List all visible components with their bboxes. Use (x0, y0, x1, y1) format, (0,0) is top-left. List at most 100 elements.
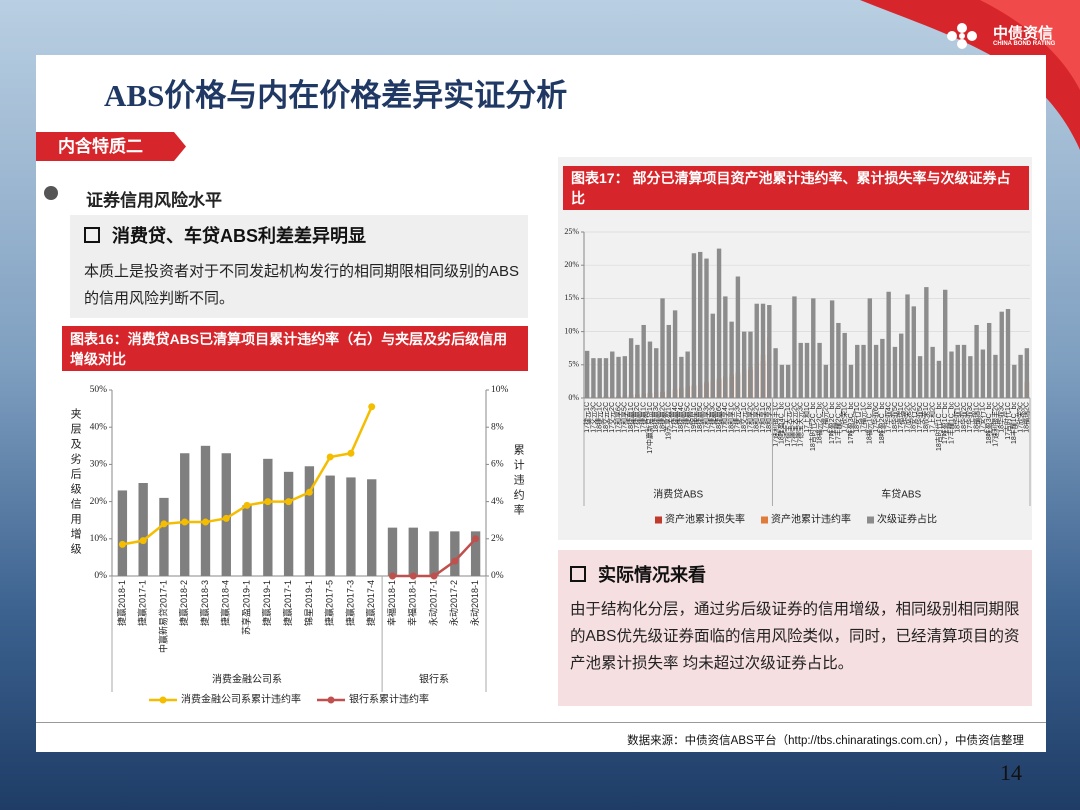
bar (159, 497, 169, 576)
x-tick-label: 19锦星1C (689, 402, 698, 433)
x-tick-label: 捷赢2018-1 (116, 580, 127, 626)
y-tick-label: 15% (564, 293, 579, 302)
x-tick-label: 18唯盈4C_bc (777, 402, 786, 445)
x-tick-label: 17和享1C (758, 402, 767, 433)
y2-tick-label: 0% (491, 571, 504, 581)
point (430, 572, 438, 580)
point (160, 520, 168, 528)
x-tick-label: 17欣荣3C (1015, 402, 1024, 433)
bar (974, 324, 979, 398)
point (264, 498, 272, 506)
paragraph: 由于结构化分层，通过劣后级证券的信用增级，相同级别相同期限的ABS优先级证券面临… (570, 601, 1020, 672)
y2-axis-title: 累计违约率 (512, 444, 525, 519)
x-tick-label: 19苏享盈1C (664, 402, 673, 440)
y-axis-title: 夹层及劣后级信用增级 (69, 408, 82, 558)
bar (735, 276, 741, 398)
x-tick-label: 幸福2018-1 (386, 580, 397, 626)
x-tick-label: 捷赢2017-4 (365, 580, 376, 626)
y2-tick-label: 6% (491, 460, 504, 470)
x-tick-label: 17德宝天元1C (783, 402, 792, 447)
x-tick-label: 17和享6C (613, 402, 622, 433)
x-tick-label: 18捷赢5C (695, 402, 704, 433)
bar (346, 477, 356, 576)
bar (773, 348, 778, 398)
bar (635, 344, 640, 398)
bar (660, 298, 665, 398)
x-tick-label: 永动2017-2 (448, 580, 459, 626)
bar (666, 324, 672, 398)
bar (603, 358, 609, 398)
x-tick-label: 捷赢2017-1 (137, 580, 148, 626)
bar (804, 342, 810, 398)
legend-swatch (327, 696, 335, 704)
x-tick-label: 18华驭2C (959, 402, 968, 433)
point (326, 453, 334, 461)
bar (691, 253, 697, 398)
point (305, 488, 313, 496)
bar (622, 356, 628, 398)
bar (942, 289, 948, 398)
bar (200, 445, 211, 576)
bar (679, 356, 684, 398)
legend-label: 银行系累计违约率 (349, 693, 429, 706)
bar (855, 344, 860, 398)
x-tick-label: 18捷赢1C (626, 402, 635, 433)
bar (470, 531, 481, 576)
bar (836, 322, 841, 398)
bar (283, 471, 294, 576)
x-tick-label: 捷赢2017-1 (282, 580, 293, 626)
x-tick-label: 18华驭1C (953, 402, 962, 433)
x-tick-label: 捷赢2019-1 (261, 580, 272, 626)
bar (408, 527, 418, 576)
legend-label: 消费金融公司系累计违约率 (181, 693, 301, 706)
y-tick-label: 20% (90, 497, 108, 507)
bar (616, 356, 621, 398)
x-tick-label: 17丰耀2C_bc (833, 402, 842, 445)
x-tick-label: 18华驭3C (997, 402, 1006, 433)
page-number: 14 (1000, 760, 1022, 785)
x-tick-label: 捷赢2018-4 (220, 580, 231, 626)
point (389, 572, 396, 580)
bar (930, 346, 935, 398)
y-tick-label: 50% (90, 385, 108, 395)
heading: 实际情况来看 (570, 561, 706, 587)
paragraph: 本质上是投资者对于不同发起机构发行的相同期限相同级别的ABS的信用风险判断不同。 (84, 263, 520, 307)
bar (138, 483, 148, 576)
bar (1005, 309, 1011, 398)
bar (829, 300, 835, 398)
logo-text: 中债资信 (993, 25, 1054, 42)
x-tick-label: 18华驭5C (890, 402, 899, 433)
y2-tick-label: 2% (491, 534, 504, 544)
x-tick-label: 幸福2018-1 (407, 580, 418, 626)
x-tick-label: 17华驭5C (915, 402, 924, 433)
x-tick-label: 18吉时代2C_bc (808, 402, 817, 452)
x-tick-label: 17福元2C (821, 402, 830, 433)
point (472, 535, 480, 543)
x-tick-label: 17安行1C (978, 402, 987, 433)
x-tick-label: 18福瑞1C (971, 402, 980, 433)
bar (591, 358, 596, 398)
bar (792, 296, 797, 398)
x-tick-label: 17福瑞1C (896, 402, 905, 433)
x-tick-label: 17福元1C (858, 402, 867, 433)
text-box (70, 215, 528, 318)
x-tick-label: 18欣荣1C (921, 402, 930, 433)
bar (811, 298, 816, 398)
bar (955, 344, 960, 398)
x-tick-label: 17速利银丰2C (990, 402, 999, 447)
x-tick-label: 18捷赢4C (676, 402, 685, 433)
bar (180, 453, 190, 576)
y-tick-label: 25% (564, 227, 579, 236)
bar (325, 475, 335, 576)
x-tick-label: 17速利银丰1C (770, 402, 779, 447)
bar (597, 358, 602, 398)
x-tick-label: 17交元2C (607, 402, 616, 433)
bar (861, 344, 866, 398)
x-tick-label: 18安行2C (909, 402, 918, 433)
x-tick-label: 17捷赢4C (670, 402, 679, 433)
point (451, 557, 459, 565)
x-tick-label: 捷赢2018-3 (199, 580, 210, 626)
bar (242, 505, 252, 576)
